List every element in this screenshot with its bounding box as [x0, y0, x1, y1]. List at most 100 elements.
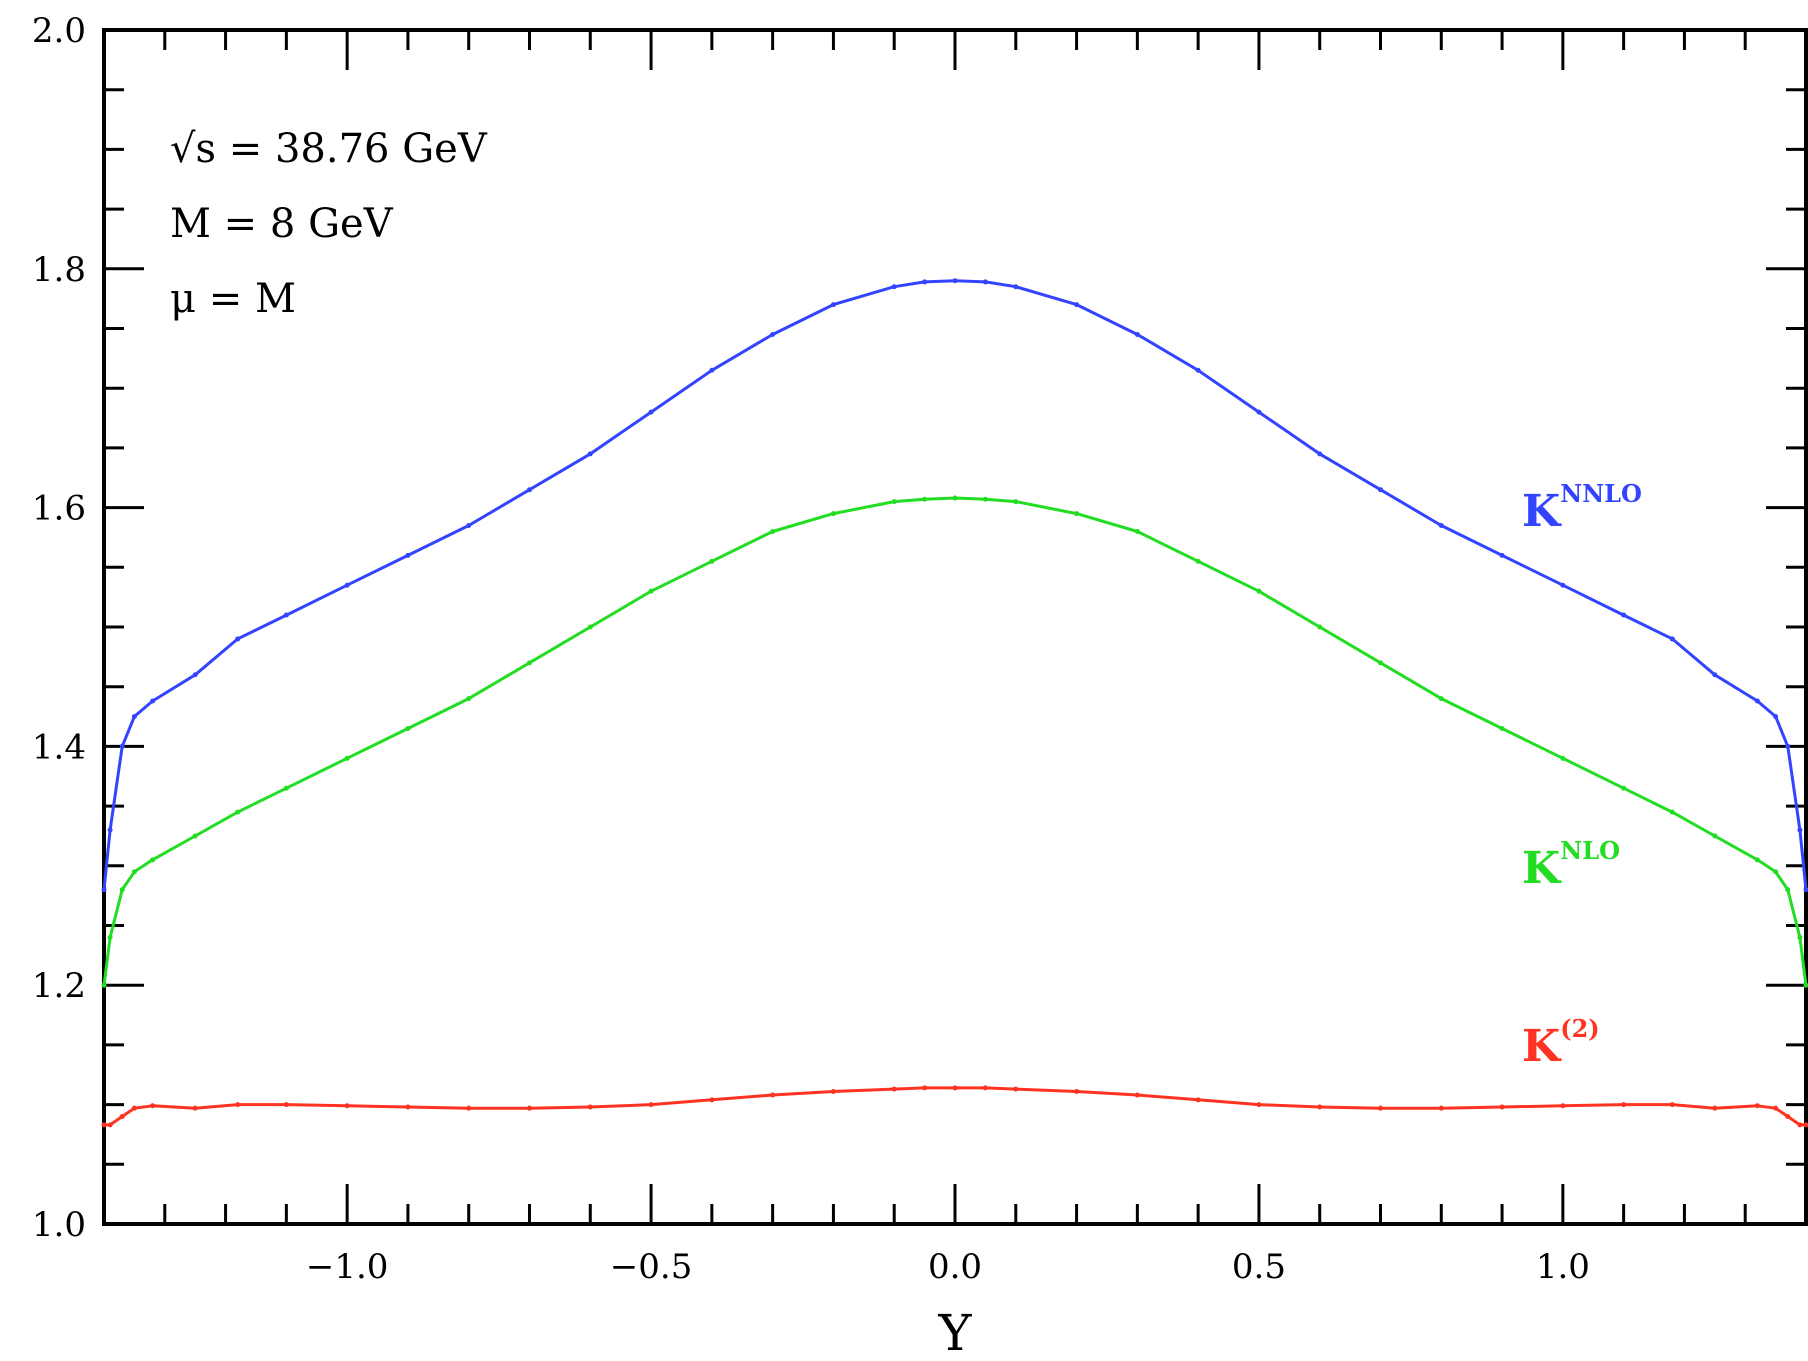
- annotation-scale: μ = M: [170, 276, 296, 322]
- series-point-1: [922, 496, 928, 502]
- series-point-0: [1378, 487, 1383, 493]
- series-point-2: [1378, 1105, 1383, 1111]
- series-point-2: [1013, 1086, 1019, 1092]
- series-point-1: [1803, 982, 1808, 988]
- series-point-0: [648, 409, 654, 415]
- series-point-1: [1797, 934, 1803, 940]
- series-point-0: [1797, 827, 1803, 833]
- series-point-2: [1621, 1102, 1627, 1108]
- series-point-0: [527, 487, 532, 493]
- x-axis-label: Y: [937, 1304, 972, 1361]
- series-label-k2: K(2): [1522, 1014, 1600, 1072]
- series-label-nlo-main: K: [1522, 843, 1562, 894]
- series-point-0: [1074, 302, 1080, 308]
- series-point-2: [1797, 1122, 1803, 1128]
- series-point-1: [587, 624, 593, 630]
- series-point-0: [770, 331, 776, 337]
- series-point-1: [283, 785, 289, 791]
- series-point-0: [131, 714, 137, 720]
- series-point-1: [1438, 696, 1444, 702]
- series-point-2: [235, 1102, 241, 1108]
- x-tick-label: 1.0: [1536, 1247, 1590, 1287]
- series-point-2: [466, 1105, 472, 1111]
- series-point-1: [982, 496, 988, 502]
- series-point-2: [1438, 1105, 1444, 1111]
- series-label-nlo: KNLO: [1522, 836, 1620, 894]
- series-point-1: [405, 725, 411, 731]
- series-point-0: [1712, 672, 1718, 678]
- series-point-0: [922, 279, 928, 285]
- series-point-2: [830, 1088, 836, 1094]
- series-point-1: [235, 809, 241, 815]
- tick-labels: −1.0 −0.5 0.0 0.5 1.0 1.0 1.2 1.4 1.6 1.8 2.0: [32, 11, 1590, 1287]
- series-point-0: [1013, 284, 1019, 290]
- y-tick-label: 1.6: [32, 489, 86, 529]
- series-point-2: [283, 1102, 289, 1108]
- y-tick-label: 1.2: [32, 966, 86, 1006]
- series-point-2: [1499, 1104, 1505, 1110]
- series-point-0: [1773, 714, 1779, 720]
- series-point-0: [235, 636, 241, 642]
- series-point-0: [1256, 409, 1262, 415]
- series-point-2: [922, 1085, 928, 1091]
- series-point-1: [1560, 755, 1566, 761]
- series-point-2: [1074, 1088, 1080, 1094]
- series-point-1: [1669, 809, 1675, 815]
- series-point-1: [709, 558, 715, 564]
- y-tick-label: 2.0: [32, 11, 86, 51]
- series-point-2: [1785, 1114, 1791, 1120]
- series-point-2: [192, 1105, 198, 1111]
- series-point-2: [405, 1104, 411, 1110]
- series-point-0: [344, 582, 350, 588]
- y-tick-label: 1.0: [32, 1205, 86, 1245]
- series-point-1: [1013, 499, 1019, 505]
- series-point-1: [150, 857, 156, 863]
- series-point-0: [1438, 523, 1444, 529]
- series-point-1: [1712, 833, 1718, 839]
- x-tick-label: −1.0: [306, 1247, 389, 1287]
- series-point-1: [1773, 869, 1779, 875]
- series-label-nnlo: KNNLO: [1522, 479, 1642, 537]
- series-point-1: [1134, 528, 1140, 534]
- series-point-2: [587, 1104, 593, 1110]
- series-point-2: [1803, 1122, 1808, 1128]
- series-point-2: [1256, 1102, 1262, 1108]
- series-point-2: [101, 1122, 107, 1128]
- series-point-0: [1803, 887, 1808, 893]
- series-point-1: [131, 869, 137, 875]
- series-point-1: [1317, 624, 1323, 630]
- series-point-0: [891, 284, 897, 290]
- series-point-2: [1773, 1105, 1779, 1111]
- series-point-0: [1754, 698, 1760, 704]
- series-label-nnlo-sup: NNLO: [1560, 479, 1642, 508]
- series-point-0: [107, 827, 113, 833]
- annotation-sqrt-s: √s = 38.76 GeV: [170, 126, 488, 172]
- series-point-0: [1499, 552, 1505, 558]
- series-point-0: [1785, 743, 1791, 749]
- series-point-1: [466, 696, 472, 702]
- series-point-2: [131, 1105, 137, 1111]
- series-point-1: [344, 755, 350, 761]
- series-point-0: [1317, 451, 1323, 457]
- series-point-2: [1195, 1097, 1201, 1103]
- series-point-0: [283, 612, 289, 618]
- series-point-1: [891, 499, 897, 505]
- series-point-1: [1621, 785, 1627, 791]
- series-point-2: [527, 1105, 532, 1111]
- series-point-2: [1712, 1105, 1718, 1111]
- series-point-1: [1074, 511, 1080, 517]
- series-point-0: [405, 552, 411, 558]
- series-point-1: [770, 528, 776, 534]
- series-point-0: [101, 887, 107, 893]
- series-point-0: [466, 523, 472, 529]
- series-point-0: [119, 743, 125, 749]
- series-point-0: [1195, 367, 1201, 373]
- series-point-1: [1499, 725, 1505, 731]
- series-label-nlo-sup: NLO: [1560, 836, 1620, 865]
- series-point-0: [1560, 582, 1566, 588]
- x-tick-label: −0.5: [610, 1247, 693, 1287]
- series-point-1: [952, 495, 958, 501]
- series-point-2: [150, 1103, 156, 1109]
- series-point-2: [1669, 1102, 1675, 1108]
